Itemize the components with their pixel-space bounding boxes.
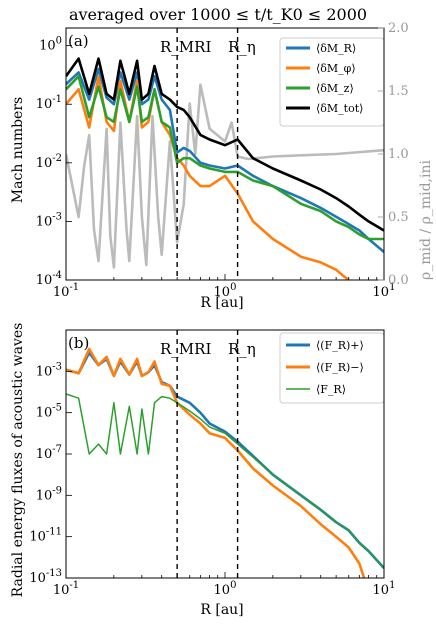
ytick-label-0-3: 10-1: [36, 94, 62, 112]
y2tick-label-0-2: 1.0: [388, 147, 409, 162]
legend-b-label-1: ⟨(F_R)−⟩: [316, 361, 364, 374]
ytick-label-0-2: 10-2: [36, 153, 62, 171]
series-line-1-1: [66, 347, 366, 578]
panel-b-label: (b): [68, 334, 89, 352]
y2tick-label-0-4: 2.0: [388, 21, 409, 36]
series-line-0-4: [66, 83, 384, 269]
ytick-label-1-2: 10-9: [36, 485, 62, 503]
panel-b-legend: ⟨(F_R)+⟩ ⟨(F_R)−⟩ ⟨F_R⟩: [279, 332, 385, 404]
panel-a: (a) Mach numbers ρ_mid / ρ_mid,ini R [au…: [10, 21, 434, 311]
legend-a-label-0: ⟨δM_R⟩: [316, 42, 356, 55]
ytick-label-1-4: 10-5: [36, 403, 62, 421]
series-line-1-2: [66, 393, 384, 569]
panel-a-label: (a): [68, 32, 89, 50]
y2tick-label-0-3: 1.5: [388, 84, 409, 99]
y2tick-label-0-1: 0.5: [388, 210, 409, 225]
legend-b-label-2: ⟨F_R⟩: [316, 383, 346, 396]
ytick-label-1-0: 10-13: [29, 568, 62, 586]
ytick-label-0-0: 10-4: [36, 270, 62, 288]
ytick-label-0-4: 100: [39, 36, 62, 54]
series-line-0-0: [66, 67, 384, 253]
panel-a-ylabel: Mach numbers: [10, 97, 26, 203]
series-line-0-3: [66, 57, 384, 232]
legend-b-label-0: ⟨(F_R)+⟩: [316, 339, 364, 352]
ytick-label-1-3: 10-7: [36, 444, 62, 462]
legend-a-label-3: ⟨δM_tot⟩: [316, 102, 363, 115]
legend-a-label-2: ⟨δM_z⟩: [316, 82, 354, 95]
y2tick-label-0-0: 0.0: [388, 273, 409, 288]
xtick-label-1-1: 100: [214, 580, 237, 598]
panel-a-xlabel: R [au]: [200, 295, 243, 311]
panel-a-legend: ⟨δM_R⟩ ⟨δM_φ⟩ ⟨δM_z⟩ ⟨δM_tot⟩: [279, 37, 385, 127]
panel-b: (b) Radial energy fluxes of acoustic wav…: [10, 323, 395, 618]
vline-b-rmri-label: R_MRI: [160, 340, 211, 358]
panel-b-ylabel: Radial energy fluxes of acoustic waves: [10, 323, 26, 598]
panel-b-xlabel: R [au]: [200, 602, 243, 618]
ytick-label-1-5: 10-3: [36, 361, 62, 379]
xtick-label-0-1: 100: [214, 282, 237, 300]
figure-title: averaged over 1000 ≤ t/t_K0 ≤ 2000: [69, 5, 367, 24]
xtick-label-0-2: 101: [373, 282, 396, 300]
ytick-label-1-1: 10-11: [29, 527, 62, 545]
xtick-label-1-2: 101: [373, 580, 396, 598]
vline-b-reta-label: R_η: [228, 340, 256, 358]
series-line-0-2: [66, 75, 384, 241]
xtick-label-1-0: 10-1: [53, 580, 79, 598]
xtick-label-0-0: 10-1: [53, 282, 79, 300]
legend-a-label-1: ⟨δM_φ⟩: [316, 62, 356, 75]
vline-a-reta-label: R_η: [228, 38, 256, 56]
vline-a-rmri-label: R_MRI: [160, 38, 211, 56]
ytick-label-0-1: 10-3: [36, 211, 62, 229]
panel-a-y2label: ρ_mid / ρ_mid,ini: [418, 160, 434, 280]
